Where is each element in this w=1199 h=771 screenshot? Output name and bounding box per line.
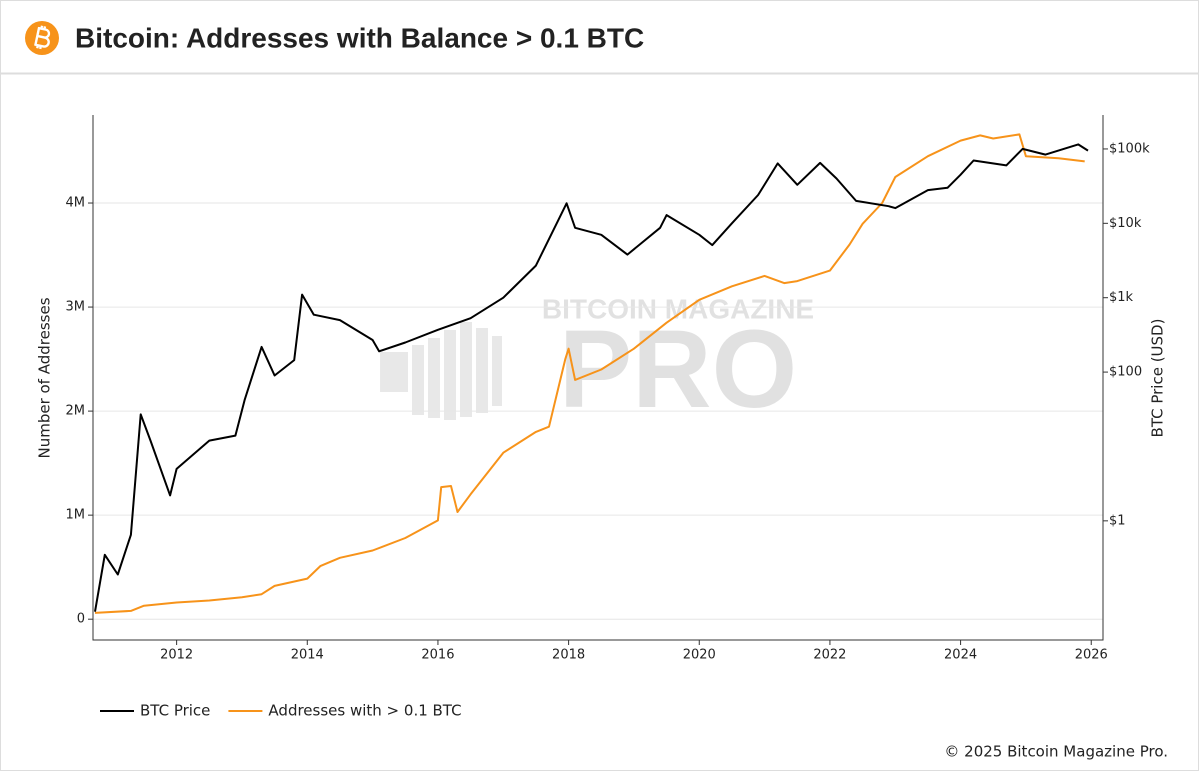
x-tick-label: 2014 — [291, 648, 324, 663]
y-tick-label: 2M — [66, 404, 86, 419]
y-tick-label: 3M — [66, 300, 86, 315]
y-axis-label: Number of Addresses — [36, 297, 54, 458]
series-line — [94, 133, 1085, 614]
x-tick-label: 2026 — [1075, 648, 1108, 663]
x-tick-label: 2018 — [552, 648, 585, 663]
y2-axis-label: BTC Price (USD) — [1149, 319, 1167, 438]
x-tick-label: 2012 — [160, 648, 193, 663]
watermark-text: PRO — [559, 308, 797, 431]
legend-label: Addresses with > 0.1 BTC — [268, 702, 461, 720]
x-tick-label: 2016 — [421, 648, 454, 663]
chart-title: Bitcoin: Addresses with Balance > 0.1 BT… — [75, 22, 644, 53]
x-tick-label: 2022 — [813, 648, 846, 663]
x-tick-label: 2020 — [683, 648, 716, 663]
y2-tick-label: $100 — [1109, 365, 1142, 380]
y2-tick-label: $100k — [1109, 141, 1150, 156]
watermark: BITCOIN MAGAZINE PRO — [380, 293, 814, 431]
copyright: © 2025 Bitcoin Magazine Pro. — [944, 743, 1168, 761]
y-tick-label: 4M — [66, 196, 86, 211]
bitcoin-icon — [25, 21, 59, 55]
y-tick-label: 0 — [77, 612, 85, 627]
y2-tick-label: $1 — [1109, 513, 1126, 528]
y2-tick-label: $10k — [1109, 216, 1142, 231]
series-line — [94, 143, 1089, 612]
x-tick-label: 2024 — [944, 648, 977, 663]
y-tick-label: 1M — [66, 508, 86, 523]
watermark-logo — [380, 322, 502, 420]
axis-frame — [92, 115, 1104, 641]
y2-tick-label: $1k — [1109, 290, 1134, 305]
legend-label: BTC Price — [140, 702, 210, 720]
watermark-text: BITCOIN MAGAZINE — [542, 293, 814, 324]
